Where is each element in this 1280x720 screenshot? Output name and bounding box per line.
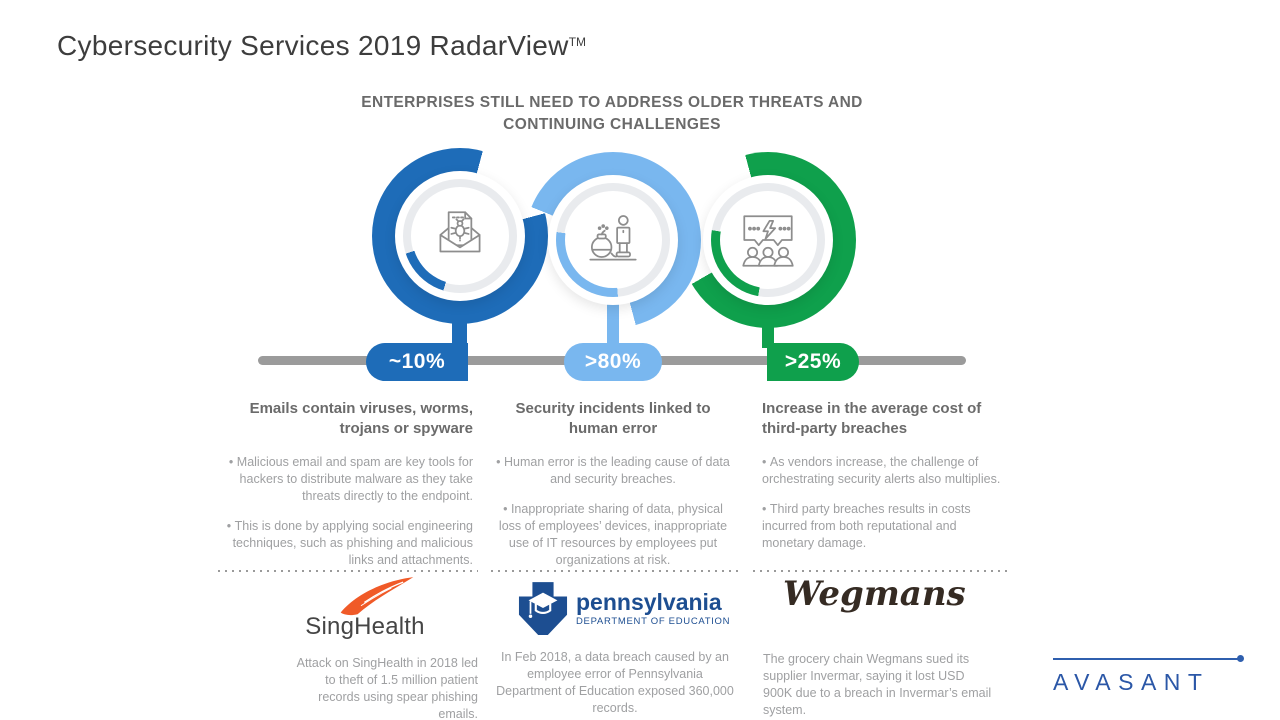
third-party-alert-icon [680,152,856,328]
singhealth-wordmark: SingHealth [305,613,425,640]
feature-title: Security incidents linked to human error [515,400,711,437]
bullet-point: Malicious email and spam are key tools f… [220,454,473,505]
feature-ring-human-error: >80% [525,152,701,381]
bullet-point: This is done by applying social engineer… [220,518,473,569]
page-title: Cybersecurity Services 2019 RadarViewTM [57,30,586,62]
feature-ring-emails: ~10% [366,148,548,381]
singhealth-swoosh-icon [340,577,414,616]
feature-column-emails: Emails contain viruses, worms, trojans o… [220,399,473,582]
pennsylvania-name: pennsylvania [576,589,722,615]
pennsylvania-doe-logo: pennsylvania DEPARTMENT OF EDUCATION [518,581,730,637]
avasant-wordmark: AVASANT [1053,669,1210,695]
pennsylvania-wordmark: pennsylvania DEPARTMENT OF EDUCATION [576,589,731,628]
case-study-caption: The grocery chain Wegmans sued its suppl… [763,652,992,717]
bullet-point: Inappropriate sharing of data, physical … [493,501,733,569]
avasant-logo: AVASANT [1053,648,1244,696]
trademark-superscript: TM [568,35,587,49]
feature-title: Emails contain viruses, worms, trojans o… [249,400,473,437]
feature-ring-third-party: >25% [680,152,859,381]
dotted-separator [491,570,738,572]
avasant-logo-dot [1237,655,1244,662]
bullet-point: Third party breaches results in costs in… [762,501,1010,552]
bullet-point: As vendors increase, the challenge of or… [762,454,1010,488]
stat-badge: ~10% [366,343,468,381]
avasant-logo-line [1053,655,1244,662]
infographic-heading: ENTERPRISES STILL NEED TO ADDRESS OLDER … [361,94,863,133]
pennsylvania-dept: DEPARTMENT OF EDUCATION [576,616,731,627]
feature-title: Increase in the average cost of third-pa… [762,400,982,437]
keystone-icon [518,582,568,635]
singhealth-logo: SingHealth [295,577,435,641]
malware-email-icon [372,148,548,324]
stat-badge: >25% [767,343,859,381]
page-title-text: Cybersecurity Services 2019 RadarView [57,30,569,61]
case-study-caption: Attack on SingHealth in 2018 led to thef… [296,656,478,720]
feature-column-human-error: Security incidents linked to human error… [493,399,733,582]
feature-column-third-party: Increase in the average cost of third-pa… [762,399,1010,565]
wegmans-logo: Wegmans [783,574,966,614]
human-error-icon [525,152,701,328]
bullet-point: Human error is the leading cause of data… [493,454,733,488]
stat-badge: >80% [564,343,662,381]
ring-inner-circle [565,192,661,288]
dotted-separator [218,570,478,572]
dotted-separator [753,570,1011,572]
case-study-caption: In Feb 2018, a data breach caused by an … [496,650,734,715]
